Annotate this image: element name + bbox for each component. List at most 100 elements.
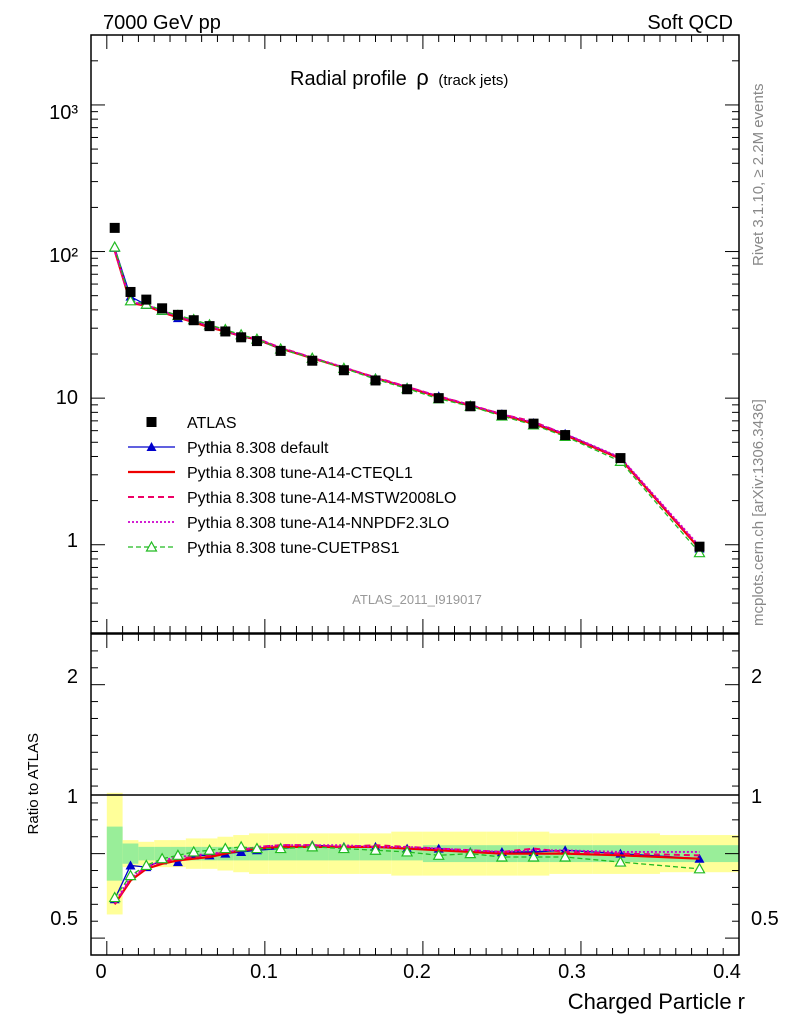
- y-tick-label: 10²: [49, 245, 78, 267]
- data-point-marker: [171, 849, 184, 860]
- analysis-label: ATLAS_2011_I919017: [352, 592, 482, 607]
- data-point-marker: [172, 857, 183, 867]
- data-point-marker: [464, 847, 477, 859]
- plot-title-suffix: (track jets): [438, 72, 508, 89]
- atlas-data-point: [402, 384, 413, 395]
- x-tick-label: 0.4: [713, 961, 741, 983]
- main-plot-frame: [90, 34, 740, 634]
- inner-band-bin: [122, 843, 139, 864]
- ratio-tick-label-left: 1: [67, 786, 78, 808]
- x-tick-label: 0: [95, 961, 106, 983]
- rivet-label: Rivet 3.1.10, ≥ 2.2M events: [750, 84, 767, 267]
- series-line-ratio: [113, 845, 700, 905]
- atlas-data-point: [560, 430, 571, 441]
- data-point-marker: [108, 891, 121, 903]
- inner-band-bin: [296, 846, 329, 861]
- atlas-data-point: [141, 294, 152, 305]
- y-tick-label: 1: [67, 530, 78, 552]
- ratio-tick-label-right: 0.5: [751, 908, 779, 930]
- x-axis-label: Charged Particle r: [568, 989, 745, 1014]
- atlas-data-point: [220, 326, 231, 337]
- x-tick-label: 0.3: [558, 961, 586, 983]
- atlas-data-point: [109, 222, 120, 233]
- atlas-data-point: [157, 303, 168, 314]
- atlas-data-point: [528, 418, 539, 429]
- x-tick-label: 0.1: [250, 961, 278, 983]
- data-point-marker: [693, 546, 706, 558]
- legend-entry-label: Pythia 8.308 tune-A14-MSTW2008LO: [187, 490, 456, 507]
- data-point-marker: [124, 869, 137, 881]
- data-point-marker: [401, 845, 414, 857]
- data-point-marker: [495, 850, 508, 862]
- data-point-marker: [527, 850, 540, 862]
- data-point-marker: [140, 859, 153, 871]
- data-point-marker: [156, 852, 169, 864]
- ratio-tick-label-left: 0.5: [50, 908, 78, 930]
- axis-ticks: [91, 34, 740, 956]
- data-point-marker: [274, 842, 287, 854]
- atlas-data-point: [188, 315, 199, 326]
- data-point-marker: [693, 862, 706, 874]
- data-point-marker: [203, 844, 216, 855]
- series-line-main: [113, 250, 701, 548]
- legend-entry-label: Pythia 8.308 tune-A14-CTEQL1: [187, 465, 413, 482]
- ratio-tick-label-left: 2: [67, 666, 78, 688]
- legend-entry-label: Pythia 8.308 tune-CUETP8S1: [187, 540, 400, 557]
- inner-band-bin: [268, 846, 297, 861]
- ratio-series-group: [108, 840, 706, 905]
- data-point-marker: [145, 540, 158, 552]
- inner-band-bin: [138, 846, 155, 861]
- data-point-marker: [108, 240, 121, 252]
- header-right-label: Soft QCD: [647, 12, 733, 34]
- legend-entry-label: Pythia 8.308 tune-A14-NNPDF2.3LO: [187, 515, 449, 532]
- atlas-data-point: [275, 345, 286, 356]
- ratio-tick-label-right: 1: [751, 786, 762, 808]
- atlas-data-point: [615, 453, 626, 464]
- data-point-marker: [187, 845, 200, 857]
- data-point-marker: [432, 849, 445, 860]
- y-tick-label: 10³: [49, 102, 78, 124]
- atlas-data-point: [307, 355, 318, 366]
- atlas-data-point: [338, 365, 349, 376]
- series-line-ratio: [114, 846, 700, 898]
- mcplots-label: mcplots.cern.ch [arXiv:1306.3436]: [750, 399, 767, 626]
- inner-band-bin: [328, 846, 360, 861]
- plot-title-symbol: ρ: [416, 65, 429, 90]
- legend-entry-label: Pythia 8.308 default: [187, 440, 329, 457]
- ratio-axis-label: Ratio to ATLAS: [25, 733, 42, 834]
- header-left-label: 7000 GeV pp: [103, 12, 221, 34]
- x-tick-label: 0.2: [403, 961, 431, 983]
- atlas-data-point: [172, 309, 183, 320]
- atlas-data-point: [125, 286, 136, 297]
- data-point-marker: [125, 860, 136, 870]
- main-series-group: [108, 222, 706, 558]
- ratio-plot-frame: [90, 633, 740, 956]
- atlas-data-point: [251, 336, 262, 347]
- plot-title-text: Radial profile: [290, 68, 407, 90]
- atlas-data-point: [694, 541, 705, 552]
- atlas-data-point: [236, 332, 247, 343]
- data-point-marker: [559, 850, 572, 862]
- legend-entry-label: ATLAS: [187, 415, 237, 432]
- data-point-marker: [219, 842, 232, 854]
- legend-atlas-marker: [146, 417, 157, 427]
- data-point-marker: [614, 855, 627, 867]
- atlas-data-point: [433, 393, 444, 404]
- data-point-marker: [235, 840, 248, 852]
- series-line-ratio: [113, 844, 700, 904]
- data-point-marker: [250, 842, 263, 854]
- plot-title: Radial profile ρ (track jets): [290, 65, 508, 90]
- data-point-marker: [369, 844, 382, 855]
- data-point-marker: [306, 840, 319, 852]
- atlas-data-point: [370, 375, 381, 386]
- atlas-data-point: [465, 401, 476, 412]
- atlas-data-point: [204, 321, 215, 332]
- series-line-main: [113, 249, 701, 547]
- inner-band-bin: [106, 826, 123, 881]
- data-point-marker: [146, 442, 157, 451]
- ratio-tick-label-right: 2: [751, 666, 762, 688]
- data-point-marker: [124, 294, 137, 306]
- data-point-marker: [337, 842, 350, 854]
- atlas-data-point: [496, 409, 507, 420]
